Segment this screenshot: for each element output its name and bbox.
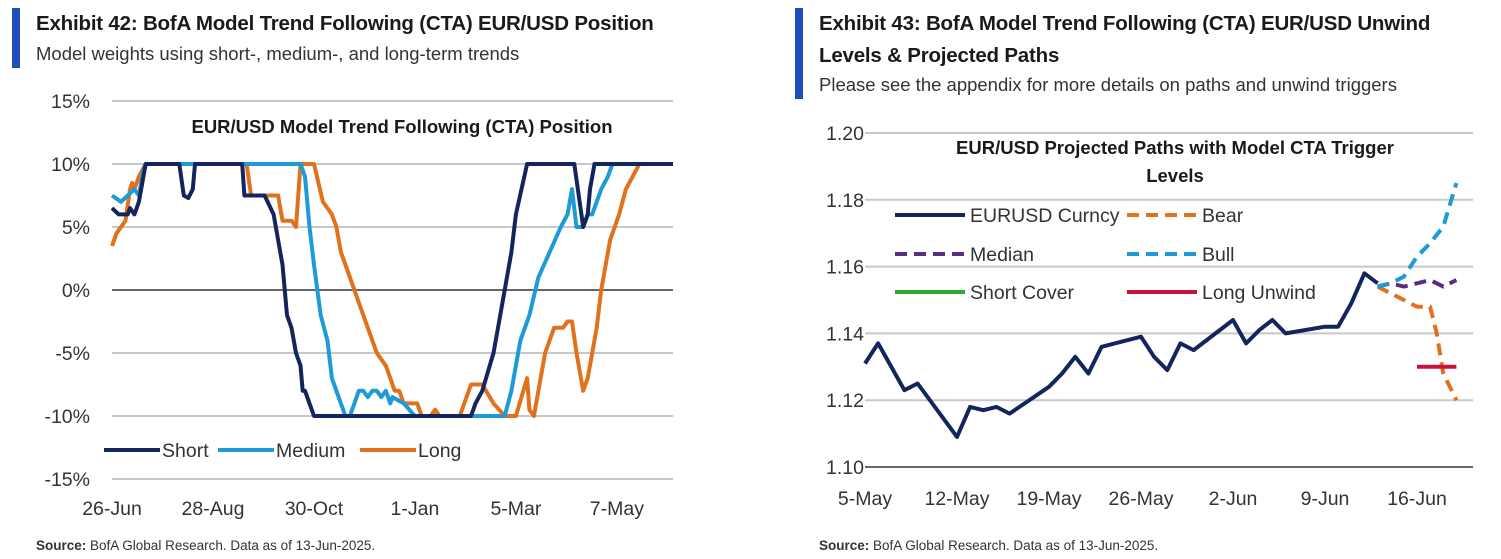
y-tick-label: -5% — [55, 343, 90, 365]
cta-position-chart: 15% 10% 5% 0% -5% -10% -15% 26-Jun 28-Aug 30-Oct… — [44, 91, 673, 520]
series-line-eurusd-curncy — [863, 271, 1379, 439]
x-tick-label: 7-May — [590, 498, 644, 520]
y-tick-label: -10% — [44, 406, 90, 428]
y-tick-label: 1.20 — [826, 123, 864, 145]
y-tick-label: 1.12 — [826, 390, 864, 412]
y-tick-label: 1.16 — [826, 257, 864, 279]
y-tick-label: 5% — [62, 217, 90, 239]
series-line-median — [1377, 278, 1458, 289]
source-note: Source: BofA Global Research. Data as of… — [36, 538, 375, 553]
legend-label-short-cover: Short Cover — [970, 282, 1075, 304]
exhibit-subtitle: Model weights using short-, medium-, and… — [36, 43, 520, 64]
x-tick-label: 5-May — [838, 488, 892, 510]
legend: EURUSD Curncy Bear Median Bull Short Cover Lo… — [895, 205, 1316, 304]
legend-label-bull: Bull — [1202, 244, 1235, 266]
series-lines — [110, 162, 673, 418]
title-accent-bar — [795, 8, 803, 99]
exhibit-42-panel: Exhibit 42: BofA Model Trend Following (… — [0, 0, 690, 559]
exhibit-43-panel: Exhibit 43: BofA Model Trend Following (… — [790, 0, 1501, 559]
exhibit-title-line-1: Exhibit 43: BofA Model Trend Following (… — [819, 12, 1431, 35]
source-text: BofA Global Research. Data as of 13-Jun-… — [86, 538, 376, 553]
x-axis-labels: 26-Jun 28-Aug 30-Oct 1-Jan 5-Mar 7-May — [82, 498, 644, 520]
x-tick-label: 9-Jun — [1301, 488, 1350, 510]
title-accent-bar — [12, 8, 20, 68]
source-note: Source: BofA Global Research. Data as of… — [819, 538, 1158, 553]
legend-label-eurusd-curncy: EURUSD Curncy — [970, 205, 1120, 227]
x-tick-label: 12-May — [924, 488, 989, 510]
y-tick-label: 1.10 — [826, 457, 864, 479]
x-tick-label: 1-Jan — [391, 498, 440, 520]
source-label: Source: — [819, 538, 870, 553]
legend-label-bear: Bear — [1202, 205, 1244, 227]
legend-label-medium: Medium — [276, 440, 345, 462]
exhibit-title-line-2: Levels & Projected Paths — [819, 44, 1060, 67]
x-tick-label: 30-Oct — [285, 498, 344, 520]
x-axis-labels: 5-May 12-May 19-May 26-May 2-Jun 9-Jun 16-Jun — [838, 488, 1447, 510]
x-tick-label: 26-May — [1108, 488, 1173, 510]
projected-paths-chart: 1.20 1.18 1.16 1.14 1.12 1.10 5-May 12-May 19-M… — [826, 123, 1473, 510]
y-tick-label: 1.18 — [826, 190, 864, 212]
source-text: BofA Global Research. Data as of 13-Jun-… — [869, 538, 1159, 553]
y-tick-label: 15% — [51, 91, 90, 113]
exhibit-subtitle: Please see the appendix for more details… — [819, 74, 1397, 95]
exhibit-title: Exhibit 42: BofA Model Trend Following (… — [36, 12, 654, 35]
series-lines — [863, 182, 1459, 439]
y-tick-label: 10% — [51, 154, 90, 176]
series-line-short — [110, 162, 673, 418]
x-tick-label: 28-Aug — [182, 498, 245, 520]
gridlines — [865, 132, 1473, 468]
x-tick-label: 16-Jun — [1387, 488, 1447, 510]
y-tick-label: -15% — [44, 469, 90, 491]
y-axis-labels: 15% 10% 5% 0% -5% -10% -15% — [44, 91, 90, 491]
y-tick-label: 1.14 — [826, 323, 864, 345]
legend-label-long: Long — [418, 440, 461, 462]
x-tick-label: 19-May — [1016, 488, 1081, 510]
x-tick-label: 26-Jun — [82, 498, 142, 520]
y-tick-label: 0% — [62, 280, 90, 302]
series-line-bull — [1377, 182, 1459, 289]
legend-label-short: Short — [162, 440, 209, 462]
series-line-bear — [1376, 284, 1459, 402]
source-label: Source: — [36, 538, 87, 553]
legend-label-long-unwind: Long Unwind — [1202, 282, 1316, 304]
legend-label-median: Median — [970, 244, 1034, 266]
x-tick-label: 2-Jun — [1209, 488, 1258, 510]
gridlines — [112, 100, 673, 480]
y-axis-labels: 1.20 1.18 1.16 1.14 1.12 1.10 — [826, 123, 864, 479]
chart-title: EUR/USD Model Trend Following (CTA) Posi… — [191, 116, 612, 137]
chart-title-line-1: EUR/USD Projected Paths with Model CTA T… — [956, 137, 1394, 158]
x-tick-label: 5-Mar — [490, 498, 541, 520]
legend: Short Medium Long — [104, 440, 461, 462]
chart-title-line-2: Levels — [1146, 165, 1204, 186]
